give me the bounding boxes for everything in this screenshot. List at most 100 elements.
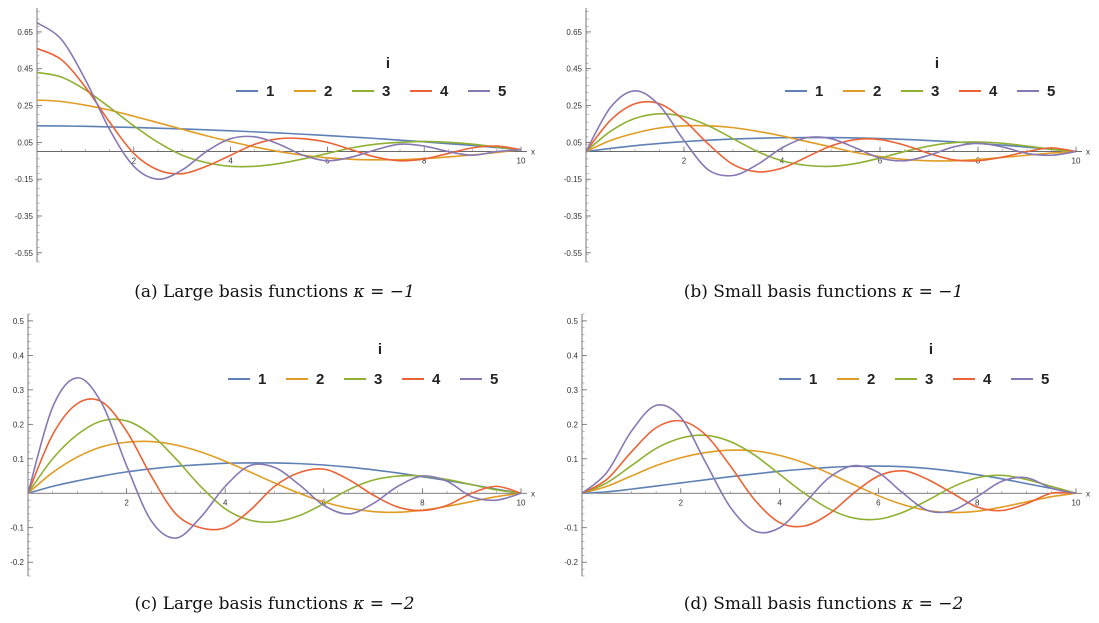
x-tick-label: 4 bbox=[223, 498, 228, 507]
y-tick-label: -0.2 bbox=[10, 558, 24, 567]
chart-d-plot: 0.5 0.4 0.3 0.2 0.1 -0.1 -0.2 2 4 6 8 10 x i 1 2 3 4 5 bbox=[564, 313, 1090, 577]
panel-b: 0.65 0.45 0.25 0.05 -0.15 -0.35 -0.55 2 4 6 8 10 x i 1… bbox=[549, 0, 1098, 302]
x-tick-label: 2 bbox=[682, 157, 687, 166]
y-tick-label: -0.55 bbox=[15, 249, 34, 258]
series-line-4 bbox=[36, 47, 522, 175]
series-line-4 bbox=[585, 100, 1077, 173]
legend-label-4: 4 bbox=[432, 371, 441, 388]
series-line-1 bbox=[581, 465, 1077, 495]
y-tick-label: 0.45 bbox=[566, 65, 582, 74]
caption-a-text: (a) Large basis functions bbox=[134, 282, 354, 302]
legend-label-4: 4 bbox=[989, 83, 998, 100]
caption-a: (a) Large basis functions κ = −1 bbox=[0, 282, 549, 302]
legend-label-1: 1 bbox=[809, 371, 817, 388]
legend-title-c: i bbox=[378, 341, 382, 358]
legend-label-1: 1 bbox=[815, 83, 823, 100]
legend-label-1: 1 bbox=[266, 83, 274, 100]
caption-b-text: (b) Small basis functions bbox=[683, 282, 903, 302]
panel-d: 0.5 0.4 0.3 0.2 0.1 -0.1 -0.2 2 4 6 8 10 x i 1 2 3 4 5 (d)… bbox=[549, 308, 1098, 614]
legend-label-5: 5 bbox=[1047, 83, 1055, 100]
legend-label-3: 3 bbox=[382, 83, 390, 100]
caption-b-kappa: κ = −1 bbox=[902, 282, 964, 302]
legend-title-b: i bbox=[935, 55, 939, 72]
series-line-1 bbox=[585, 136, 1077, 153]
y-tick-label: -0.35 bbox=[15, 212, 34, 221]
legend-label-4: 4 bbox=[440, 83, 449, 100]
series-line-3 bbox=[36, 71, 522, 168]
series-line-3 bbox=[581, 434, 1077, 521]
caption-c-kappa: κ = −2 bbox=[353, 594, 415, 614]
y-tick-label: 0.2 bbox=[567, 420, 579, 429]
series-line-3 bbox=[585, 112, 1077, 168]
chart-b-plot: 0.650.450.250.05-0.15-0.35-0.552 4 6 8 10xi1… bbox=[564, 8, 1090, 263]
caption-a-kappa: κ = −1 bbox=[353, 282, 415, 302]
y-tick-label: -0.1 bbox=[10, 524, 24, 533]
legend-label-3: 3 bbox=[374, 371, 382, 388]
y-tick-label: -0.55 bbox=[564, 249, 583, 258]
x-tick-label: 4 bbox=[228, 157, 233, 166]
y-tick-label: 0.5 bbox=[567, 317, 579, 326]
y-tick-label: 0.45 bbox=[17, 65, 33, 74]
legend-label-3: 3 bbox=[925, 371, 933, 388]
x-tick-label: 10 bbox=[1072, 498, 1081, 507]
y-tick-label: -0.35 bbox=[564, 212, 583, 221]
series-line-1 bbox=[27, 462, 522, 495]
caption-d-text: (d) Small basis functions bbox=[683, 594, 903, 614]
x-tick-label: 6 bbox=[878, 157, 883, 166]
series-line-1 bbox=[36, 125, 522, 151]
y-tick-label: 0.05 bbox=[566, 138, 582, 147]
legend-label-4: 4 bbox=[983, 371, 992, 388]
y-tick-label: 0.3 bbox=[567, 386, 579, 395]
x-tick-label: 10 bbox=[517, 498, 526, 507]
legend-label-2: 2 bbox=[867, 371, 875, 388]
x-tick-label: 10 bbox=[517, 157, 526, 166]
y-tick-label: 0.3 bbox=[13, 386, 25, 395]
y-tick-label: 0.2 bbox=[13, 420, 25, 429]
legend-label-5: 5 bbox=[498, 83, 506, 100]
caption-d-kappa: κ = −2 bbox=[902, 594, 964, 614]
chart-a-plot: 0.650.450.250.05-0.15-0.35-0.552 4 6 8 10xi1… bbox=[15, 8, 535, 263]
x-tick-label: 2 bbox=[124, 498, 129, 507]
y-tick-label: -0.15 bbox=[15, 175, 34, 184]
series-line-2 bbox=[581, 449, 1077, 514]
y-tick-label: 0.5 bbox=[13, 317, 25, 326]
y-tick-label: 0.4 bbox=[13, 351, 25, 360]
series-line-4 bbox=[581, 419, 1077, 528]
caption-b: (b) Small basis functions κ = −1 bbox=[549, 282, 1098, 302]
legend-label-5: 5 bbox=[1041, 371, 1049, 388]
y-tick-label: 0.4 bbox=[567, 351, 579, 360]
y-tick-label: 0.1 bbox=[567, 455, 579, 464]
legend-title-d: i bbox=[929, 341, 933, 358]
caption-c-text: (c) Large basis functions bbox=[134, 594, 354, 614]
caption-c: (c) Large basis functions κ = −2 bbox=[0, 594, 549, 614]
y-tick-label: 0.65 bbox=[566, 28, 582, 37]
series-line-5 bbox=[581, 404, 1077, 534]
y-tick-label: 0.25 bbox=[566, 102, 582, 111]
series-line-4 bbox=[27, 398, 522, 531]
legend-label-2: 2 bbox=[316, 371, 324, 388]
y-tick-label: -0.2 bbox=[564, 558, 578, 567]
legend-label-3: 3 bbox=[931, 83, 939, 100]
legend-label-5: 5 bbox=[490, 371, 498, 388]
x-tick-label: 2 bbox=[679, 498, 684, 507]
x-tick-label: 8 bbox=[422, 157, 427, 166]
legend-label-2: 2 bbox=[873, 83, 881, 100]
x-tick-label: 10 bbox=[1072, 157, 1081, 166]
x-axis-label-a: x bbox=[531, 148, 535, 157]
x-tick-label: 8 bbox=[975, 498, 980, 507]
series-line-5 bbox=[27, 376, 522, 539]
x-axis-label-b: x bbox=[1086, 148, 1090, 157]
y-tick-label: 0.05 bbox=[17, 138, 33, 147]
x-tick-label: 8 bbox=[420, 498, 425, 507]
y-tick-label: -0.1 bbox=[564, 524, 578, 533]
caption-d: (d) Small basis functions κ = −2 bbox=[549, 594, 1098, 614]
x-tick-label: 4 bbox=[777, 498, 782, 507]
y-tick-label: 0.65 bbox=[17, 28, 33, 37]
panel-a: 0.65 0.45 0.25 0.05 -0.15 -0.35 -0.55 2 4 6 8 10 x i 1… bbox=[0, 0, 549, 302]
x-axis-label-c: x bbox=[531, 489, 535, 498]
y-tick-label: -0.15 bbox=[564, 175, 583, 184]
y-tick-label: 0.1 bbox=[13, 455, 25, 464]
x-axis-label-d: x bbox=[1086, 489, 1090, 498]
legend-label-2: 2 bbox=[324, 83, 332, 100]
